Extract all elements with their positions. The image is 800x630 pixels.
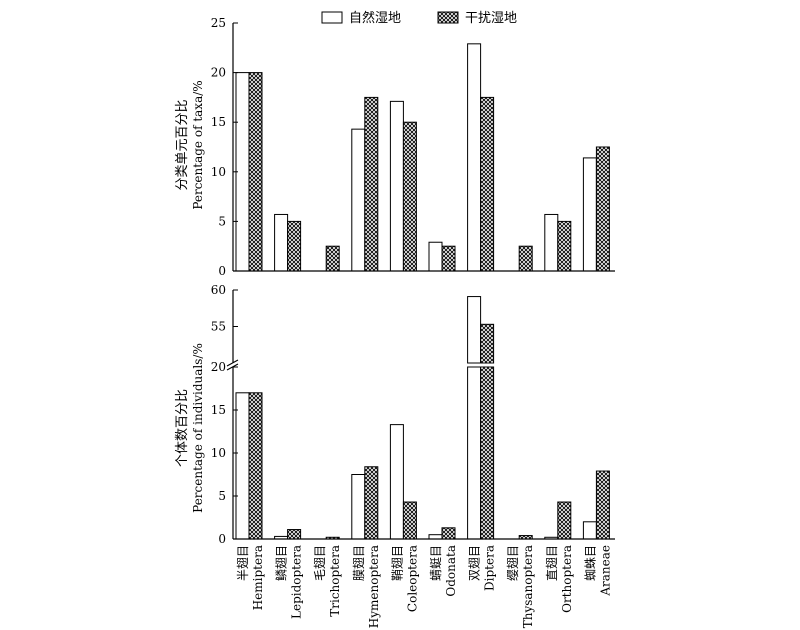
bottom-y-tick-label: 55 xyxy=(211,320,226,334)
bottom-y-tick-label: 10 xyxy=(211,446,226,460)
legend-swatch-natural xyxy=(321,11,343,24)
top-bar-disturbed xyxy=(557,220,572,272)
x-label-en: Hemiptera xyxy=(251,545,265,610)
legend-swatch-disturbed xyxy=(437,11,459,24)
bottom-y-tick-label: 15 xyxy=(211,403,226,417)
bottom-y-tick-label: 5 xyxy=(218,489,226,503)
bottom-bar-natural xyxy=(351,474,366,540)
bottom-ylabel-cn: 个体数百分比 xyxy=(175,389,190,467)
bottom-bar-natural xyxy=(428,534,443,540)
bottom-y-tick-label: 20 xyxy=(211,360,226,374)
top-bar-natural xyxy=(582,157,597,272)
bottom-bar-natural-upper xyxy=(467,296,482,364)
top-y-tick-label: 5 xyxy=(218,214,226,228)
x-label-cn: 直翅目 xyxy=(544,545,559,581)
top-bar-disturbed xyxy=(480,96,495,272)
bottom-bar-natural xyxy=(467,366,482,540)
x-label-en: Diptera xyxy=(483,545,497,591)
bottom-bar-natural xyxy=(235,392,250,540)
top-bar-disturbed xyxy=(402,121,417,272)
top-y-tick-label: 20 xyxy=(211,66,226,80)
x-label-en: Odonata xyxy=(444,545,458,597)
top-bar-disturbed xyxy=(518,245,533,272)
bottom-bars xyxy=(235,296,610,540)
x-label-cn: 半翅目 xyxy=(235,545,250,581)
top-bar-disturbed xyxy=(287,220,302,272)
bottom-bar-disturbed xyxy=(248,392,263,540)
bottom-bar-disturbed xyxy=(287,529,302,540)
top-y-ticks: 0 5 10 15 20 25 xyxy=(211,16,238,278)
x-label-cn: 蜘蛛目 xyxy=(582,545,597,581)
top-bar-natural xyxy=(428,241,443,272)
bottom-bar-disturbed-upper xyxy=(480,323,495,364)
bottom-y-tick-label: 60 xyxy=(211,283,226,297)
bottom-bar-disturbed xyxy=(364,466,379,540)
top-bar-natural xyxy=(544,213,559,272)
top-ylabel-en: Percentage of taxa/% xyxy=(191,80,205,209)
x-label-cn: 鳞翅目 xyxy=(274,545,289,581)
top-bar-natural xyxy=(389,100,404,272)
top-bar-disturbed xyxy=(248,72,263,272)
x-label-cn: 缨翅目 xyxy=(505,545,520,581)
x-label-en: Orthoptera xyxy=(560,545,574,613)
bottom-bar-disturbed xyxy=(595,470,610,540)
top-bar-natural xyxy=(274,213,289,272)
bottom-bar-disturbed xyxy=(441,527,456,540)
top-bar-disturbed xyxy=(595,146,610,272)
top-ylabel-cn: 分类单元百分比 xyxy=(175,99,190,190)
x-label-en: Hymenoptera xyxy=(367,545,381,628)
x-label-en: Araneae xyxy=(598,545,612,597)
top-y-tick-label: 0 xyxy=(218,264,226,278)
top-bar-disturbed xyxy=(364,96,379,272)
legend-label-disturbed: 干扰湿地 xyxy=(465,11,517,26)
bottom-y-ticks: 0 5 10 15 20 55 60 xyxy=(211,283,238,546)
bottom-bar-natural xyxy=(582,521,597,540)
x-label-en: Trichoptera xyxy=(328,545,342,617)
x-label-en: Coleoptera xyxy=(405,545,419,612)
bottom-bar-natural xyxy=(389,424,404,540)
top-bar-disturbed xyxy=(441,245,456,272)
x-label-cn: 蜻蜓目 xyxy=(429,545,443,581)
top-bars xyxy=(235,43,610,272)
axis-break-mark xyxy=(226,359,239,371)
bottom-bar-disturbed xyxy=(402,501,417,540)
bottom-bar-disturbed xyxy=(557,501,572,540)
top-bar-natural xyxy=(351,128,366,272)
x-category-labels: 半翅目 Hemiptera 鳞翅目 Lepidoptera 毛翅目 Trichoptera… xyxy=(235,545,612,628)
x-label-en: Thysanoptera xyxy=(521,545,535,628)
x-label-cn: 双翅目 xyxy=(467,545,482,581)
x-label-en: Lepidoptera xyxy=(290,545,304,619)
bottom-panel: 0 5 10 15 20 55 60 个体数百分比 Percentage of indivi… xyxy=(175,283,615,546)
top-y-tick-label: 25 xyxy=(211,16,226,30)
x-label-cn: 毛翅目 xyxy=(312,545,327,581)
legend: 自然湿地 干扰湿地 xyxy=(321,10,517,26)
bottom-ylabel-en: Percentage of individuals/% xyxy=(191,343,205,513)
x-label-cn: 鞘翅目 xyxy=(389,545,404,581)
bottom-bar-disturbed xyxy=(480,366,495,540)
top-y-tick-label: 10 xyxy=(211,165,226,179)
top-y-tick-label: 15 xyxy=(211,115,226,129)
legend-label-natural: 自然湿地 xyxy=(349,10,401,26)
x-label-cn: 膜翅目 xyxy=(351,545,366,581)
top-panel: 0 5 10 15 20 25 分类单元百分比 Percentage of taxa/% xyxy=(175,16,615,278)
top-bar-disturbed xyxy=(325,245,340,272)
bottom-y-tick-label: 0 xyxy=(218,532,226,546)
top-bar-natural xyxy=(467,43,482,272)
